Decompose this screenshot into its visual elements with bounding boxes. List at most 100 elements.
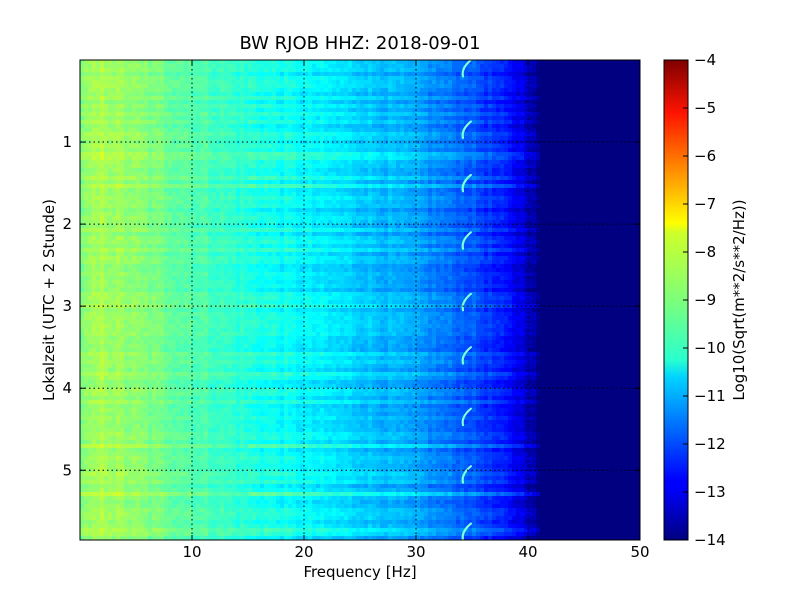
heatmap-cell: [440, 136, 445, 141]
heatmap-cell: [284, 160, 289, 165]
heatmap-cell: [580, 184, 585, 189]
heatmap-cell: [516, 152, 521, 157]
heatmap-cell: [176, 72, 181, 77]
heatmap-cell: [480, 72, 485, 77]
heatmap-cell: [420, 196, 425, 201]
heatmap-cell: [116, 164, 121, 169]
heatmap-cell: [484, 96, 489, 101]
heatmap-cell: [516, 144, 521, 149]
heatmap-cell: [368, 64, 373, 69]
heatmap-cell: [196, 108, 201, 113]
heatmap-cell: [288, 84, 293, 89]
heatmap-cell: [256, 104, 261, 109]
heatmap-cell: [168, 192, 173, 197]
heatmap-cell: [592, 112, 597, 117]
heatmap-cell: [92, 148, 97, 153]
heatmap-cell: [140, 116, 145, 121]
heatmap-cell: [368, 72, 373, 77]
heatmap-cell: [468, 140, 473, 145]
heatmap-cell: [520, 100, 525, 105]
heatmap-cell: [116, 172, 121, 177]
heatmap-cell: [88, 148, 93, 153]
heatmap-cell: [120, 100, 125, 105]
heatmap-cell: [388, 156, 393, 161]
heatmap-cell: [192, 108, 197, 113]
heatmap-cell: [92, 92, 97, 97]
heatmap-cell: [84, 188, 89, 193]
heatmap-cell: [308, 116, 313, 121]
heatmap-cell: [260, 140, 265, 145]
heatmap-cell: [380, 188, 385, 193]
heatmap-cell: [288, 176, 293, 181]
heatmap-cell: [440, 60, 445, 65]
heatmap-cell: [540, 92, 545, 97]
heatmap-cell: [280, 172, 285, 177]
heatmap-cell: [456, 152, 461, 157]
heatmap-cell: [168, 156, 173, 161]
heatmap-cell: [236, 84, 241, 89]
heatmap-cell: [176, 120, 181, 125]
heatmap-cell: [428, 128, 433, 133]
heatmap-cell: [232, 64, 237, 69]
heatmap-cell: [484, 92, 489, 97]
heatmap-cell: [500, 76, 505, 81]
heatmap-cell: [624, 76, 629, 81]
heatmap-cell: [216, 184, 221, 189]
heatmap-cell: [584, 172, 589, 177]
heatmap-cell: [564, 124, 569, 129]
heatmap-cell: [228, 80, 233, 85]
heatmap-cell: [560, 168, 565, 173]
heatmap-cell: [304, 164, 309, 169]
heatmap-cell: [104, 68, 109, 73]
heatmap-cell: [200, 160, 205, 165]
heatmap-cell: [192, 184, 197, 189]
heatmap-cell: [224, 60, 229, 65]
heatmap-cell: [492, 156, 497, 161]
heatmap-cell: [564, 120, 569, 125]
heatmap-cell: [176, 172, 181, 177]
heatmap-cell: [284, 112, 289, 117]
heatmap-cell: [344, 136, 349, 141]
heatmap-cell: [164, 120, 169, 125]
heatmap-cell: [144, 72, 149, 77]
heatmap-cell: [352, 112, 357, 117]
heatmap-cell: [548, 184, 553, 189]
heatmap-cell: [432, 168, 437, 173]
heatmap-cell: [392, 104, 397, 109]
heatmap-cell: [432, 60, 437, 65]
heatmap-cell: [144, 88, 149, 93]
heatmap-cell: [404, 152, 409, 157]
heatmap-cell: [408, 180, 413, 185]
heatmap-cell: [620, 72, 625, 77]
heatmap-cell: [532, 124, 537, 129]
heatmap-cell: [372, 88, 377, 93]
heatmap-cell: [612, 140, 617, 145]
heatmap-cell: [592, 124, 597, 129]
heatmap-cell: [636, 100, 640, 105]
heatmap-cell: [436, 124, 441, 129]
heatmap-cell: [388, 164, 393, 169]
heatmap-cell: [556, 92, 561, 97]
heatmap-cell: [104, 112, 109, 117]
heatmap-cell: [208, 120, 213, 125]
heatmap-cell: [504, 168, 509, 173]
heatmap-cell: [552, 188, 557, 193]
heatmap-cell: [508, 116, 513, 121]
heatmap-cell: [540, 84, 545, 89]
heatmap-cell: [532, 168, 537, 173]
heatmap-cell: [636, 160, 640, 165]
heatmap-cell: [348, 180, 353, 185]
heatmap-cell: [584, 132, 589, 137]
heatmap-cell: [540, 80, 545, 85]
heatmap-cell: [344, 188, 349, 193]
heatmap-cell: [556, 68, 561, 73]
heatmap-cell: [128, 96, 133, 101]
heatmap-cell: [400, 156, 405, 161]
heatmap-cell: [204, 84, 209, 89]
heatmap-cell: [136, 156, 141, 161]
heatmap-cell: [408, 148, 413, 153]
heatmap-cell: [328, 68, 333, 73]
heatmap-cell: [452, 104, 457, 109]
heatmap-cell: [576, 60, 581, 65]
heatmap-cell: [244, 68, 249, 73]
